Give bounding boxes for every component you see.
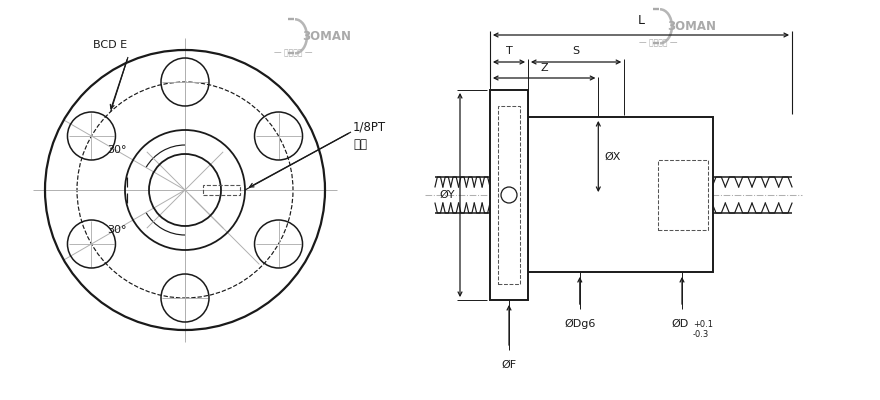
- Bar: [498, 106, 520, 284]
- Text: ØD: ØD: [671, 319, 689, 329]
- Text: 3OMAN: 3OMAN: [302, 30, 351, 43]
- Text: 油孔: 油孔: [353, 138, 367, 152]
- Text: +0.1: +0.1: [693, 320, 713, 329]
- Text: ØF: ØF: [502, 360, 517, 370]
- Text: 30°: 30°: [107, 145, 127, 155]
- Text: — 勃鲁工业 —: — 勃鲁工业 —: [274, 48, 312, 57]
- Text: — 勃鲁工业 —: — 勃鲁工业 —: [639, 38, 678, 47]
- Bar: [490, 90, 528, 300]
- Bar: [528, 117, 713, 272]
- Bar: [203, 185, 240, 195]
- Text: ØY: ØY: [439, 190, 455, 200]
- Text: 30°: 30°: [107, 225, 127, 235]
- Text: -0.3: -0.3: [693, 330, 709, 339]
- Text: T: T: [506, 46, 512, 56]
- Text: L: L: [637, 14, 644, 27]
- Text: 3OMAN: 3OMAN: [667, 20, 715, 33]
- Text: BCD E: BCD E: [93, 40, 127, 50]
- Text: ØDg6: ØDg6: [564, 319, 596, 329]
- Bar: [658, 160, 708, 230]
- Text: Z: Z: [540, 63, 548, 73]
- Text: S: S: [573, 46, 580, 56]
- Text: ØX: ØX: [605, 152, 620, 162]
- Text: 1/8PT: 1/8PT: [353, 120, 386, 134]
